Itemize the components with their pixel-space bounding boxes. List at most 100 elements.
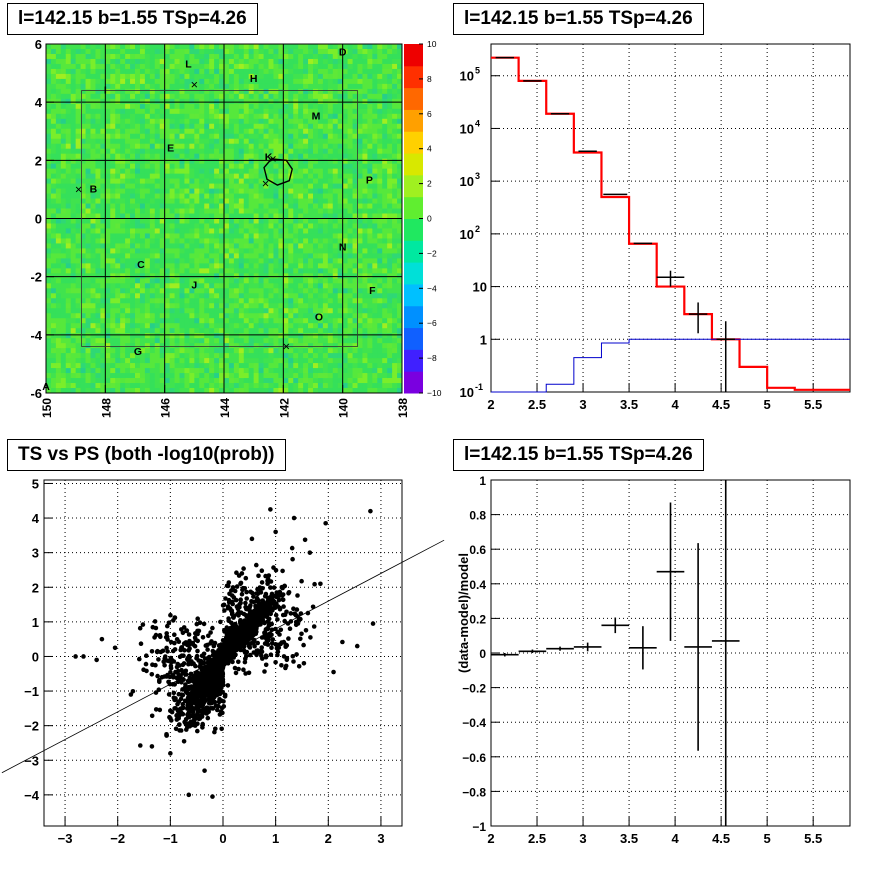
heatmap-cell <box>90 233 96 239</box>
heatmap-cell <box>139 138 146 145</box>
heatmap-cell <box>367 133 373 140</box>
heatmap-cell <box>238 293 245 299</box>
heatmap-cell <box>115 308 121 314</box>
heatmap-cell <box>298 108 304 115</box>
heatmap-cell <box>248 373 255 379</box>
heatmap-cell <box>293 128 299 135</box>
heatmap-cell <box>144 198 151 204</box>
heatmap-cell <box>253 278 260 284</box>
heatmap-cell <box>273 343 279 349</box>
heatmap-cell <box>233 78 240 85</box>
heatmap-cell <box>367 98 373 105</box>
heatmap-cell <box>209 118 215 125</box>
heatmap-cell <box>392 243 398 249</box>
heatmap-cell <box>233 48 240 55</box>
heatmap-cell <box>278 233 284 239</box>
heatmap-cell <box>377 353 383 359</box>
heatmap-cell <box>387 58 393 65</box>
heatmap-cell <box>130 283 136 289</box>
heatmap-cell <box>164 163 171 170</box>
heatmap-cell <box>159 53 166 60</box>
heatmap-cell <box>308 378 314 384</box>
heatmap-cell <box>55 118 62 125</box>
heatmap-cell <box>273 263 279 269</box>
heatmap-cell <box>60 88 67 95</box>
heatmap-cell <box>317 58 324 65</box>
heatmap-cell <box>194 248 200 254</box>
heatmap-cell <box>65 123 72 130</box>
heatmap-cell <box>243 288 250 294</box>
heatmap-cell <box>209 298 215 304</box>
heatmap-cell <box>70 63 77 70</box>
heatmap-cell <box>214 258 220 264</box>
heatmap-cell <box>204 243 210 249</box>
heatmap-cell <box>357 248 363 254</box>
heatmap-cell <box>352 68 358 75</box>
heatmap-cell <box>90 178 96 184</box>
heatmap-cell <box>46 88 52 95</box>
heatmap-cell <box>377 248 383 254</box>
heatmap-cell <box>115 293 121 299</box>
heatmap-cell <box>204 283 210 289</box>
heatmap-cell <box>357 148 363 155</box>
heatmap-cell <box>105 188 111 194</box>
heatmap-cell <box>154 123 161 130</box>
heatmap-cell <box>332 48 339 55</box>
heatmap-cell <box>347 313 353 319</box>
heatmap-cell <box>263 143 269 150</box>
heatmap-cell <box>219 73 225 80</box>
heatmap-cell <box>233 263 240 269</box>
heatmap-cell <box>322 223 329 229</box>
heatmap-cell <box>95 68 101 75</box>
heatmap-cell <box>209 108 215 115</box>
heatmap-cell <box>159 343 166 349</box>
heatmap-cell <box>90 293 96 299</box>
heatmap-cell <box>357 93 363 100</box>
heatmap-cell <box>65 133 72 140</box>
heatmap-cell <box>65 273 72 279</box>
heatmap-cell <box>308 268 314 274</box>
heatmap-cell <box>65 173 72 180</box>
heatmap-cell <box>149 153 156 160</box>
heatmap-cell <box>65 238 72 244</box>
heatmap-cell <box>332 63 339 70</box>
heatmap-cell <box>95 293 101 299</box>
heatmap-cell <box>283 228 289 234</box>
heatmap-cell <box>179 353 185 359</box>
heatmap-cell <box>263 383 269 389</box>
heatmap-cell <box>144 283 151 289</box>
heatmap-cell <box>283 303 289 309</box>
heatmap-cell <box>308 188 314 194</box>
heatmap-cell <box>253 233 260 239</box>
heatmap-cell <box>174 138 180 145</box>
heatmap-cell <box>322 158 329 165</box>
heatmap-cell <box>317 83 324 90</box>
heatmap-cell <box>169 98 175 105</box>
heatmap-cell <box>387 243 393 249</box>
heatmap-cell <box>313 143 319 150</box>
heatmap-cell <box>303 193 309 199</box>
heatmap-cell <box>273 278 279 284</box>
heatmap-cell <box>214 373 220 379</box>
heatmap-cell <box>214 173 220 180</box>
heatmap-cell <box>95 178 101 184</box>
heatmap-cell <box>204 113 210 120</box>
heatmap-cell <box>120 328 126 334</box>
heatmap-cell <box>327 178 334 184</box>
heatmap-cell <box>164 123 171 130</box>
heatmap-cell <box>248 368 255 374</box>
heatmap-cell <box>50 78 57 85</box>
heatmap-cell <box>95 228 101 234</box>
heatmap-cell <box>397 63 403 70</box>
heatmap-cell <box>159 133 166 140</box>
heatmap-cell <box>46 368 52 374</box>
heatmap-cell <box>184 113 190 120</box>
heatmap-cell <box>362 93 368 100</box>
heatmap-cell <box>135 83 141 90</box>
heatmap-cell <box>372 63 378 70</box>
heatmap-cell <box>80 368 86 374</box>
heatmap-cell <box>243 183 250 189</box>
heatmap-cell <box>169 343 175 349</box>
heatmap-cell <box>327 103 334 110</box>
heatmap-cell <box>95 303 101 309</box>
